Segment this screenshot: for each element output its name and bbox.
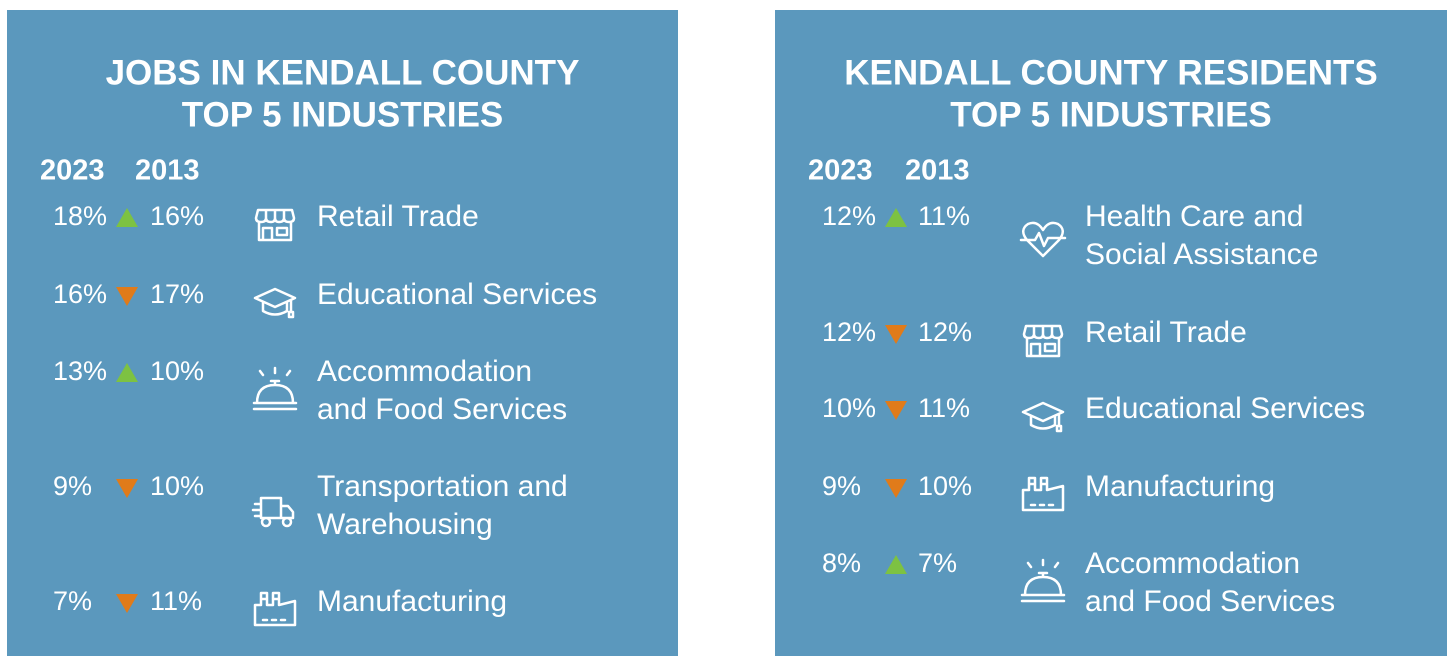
panel-title: KENDALL COUNTY RESIDENTS (844, 53, 1377, 92)
value-2013: 17% (150, 279, 204, 309)
panel-background (775, 10, 1447, 656)
value-2013: 7% (918, 548, 957, 578)
trend-arrow-up (885, 555, 907, 574)
industry-label: Warehousing (317, 508, 493, 541)
value-2023: 18% (53, 201, 107, 231)
icon-bell (1020, 558, 1066, 603)
trend-arrow-down (116, 594, 138, 613)
icon-store (254, 208, 296, 242)
industry-label: Social Assistance (1085, 238, 1318, 271)
column-header: 2013 (905, 155, 970, 187)
icon-factory (1021, 476, 1065, 512)
panel-title: TOP 5 INDUSTRIES (950, 95, 1272, 134)
trend-arrow-up (116, 208, 138, 227)
industry-label: Accommodation (317, 355, 532, 388)
industry-label: Manufacturing (317, 585, 507, 618)
value-2023: 12% (822, 317, 876, 347)
panel-title: TOP 5 INDUSTRIES (182, 95, 504, 134)
trend-arrow-down (885, 401, 907, 420)
trend-arrow-down (116, 287, 138, 306)
value-2013: 10% (150, 471, 204, 501)
industry-label: and Food Services (1085, 585, 1335, 618)
value-2023: 8% (822, 548, 861, 578)
column-header: 2013 (135, 155, 200, 187)
column-header: 2023 (40, 155, 105, 187)
value-2023: 7% (53, 586, 92, 616)
trend-arrow-up (885, 208, 907, 227)
industry-label: Retail Trade (317, 200, 479, 233)
icon-truck (251, 496, 295, 528)
value-2023: 13% (53, 356, 107, 386)
industry-label: Health Care and (1085, 200, 1303, 233)
value-2013: 16% (150, 201, 204, 231)
icon-cap (1021, 401, 1065, 433)
icon-store (1022, 324, 1064, 358)
value-2023: 16% (53, 279, 107, 309)
panel-title: JOBS IN KENDALL COUNTY (106, 53, 580, 92)
industry-label: Transportation and (317, 470, 568, 503)
column-header: 2023 (808, 155, 873, 187)
value-2013: 11% (918, 201, 970, 231)
icon-cap (253, 287, 297, 319)
trend-arrow-down (116, 479, 138, 498)
value-2013: 11% (150, 586, 202, 616)
industry-label: Educational Services (317, 278, 597, 311)
value-2013: 10% (150, 356, 204, 386)
industry-label: and Food Services (317, 393, 567, 426)
value-2023: 9% (53, 471, 92, 501)
icon-bell (252, 366, 298, 411)
industry-label: Retail Trade (1085, 316, 1247, 349)
value-2013: 11% (918, 393, 970, 423)
industry-label: Educational Services (1085, 392, 1365, 425)
trend-arrow-down (885, 479, 907, 498)
value-2013: 12% (918, 317, 972, 347)
panel-background (7, 10, 678, 656)
icon-factory (253, 591, 297, 627)
trend-arrow-down (885, 325, 907, 344)
value-2013: 10% (918, 471, 972, 501)
value-2023: 9% (822, 471, 861, 501)
icon-heart (1019, 221, 1067, 258)
value-2023: 10% (822, 393, 876, 423)
industry-label: Accommodation (1085, 547, 1300, 580)
trend-arrow-up (116, 363, 138, 382)
industry-label: Manufacturing (1085, 470, 1275, 503)
value-2023: 12% (822, 201, 876, 231)
